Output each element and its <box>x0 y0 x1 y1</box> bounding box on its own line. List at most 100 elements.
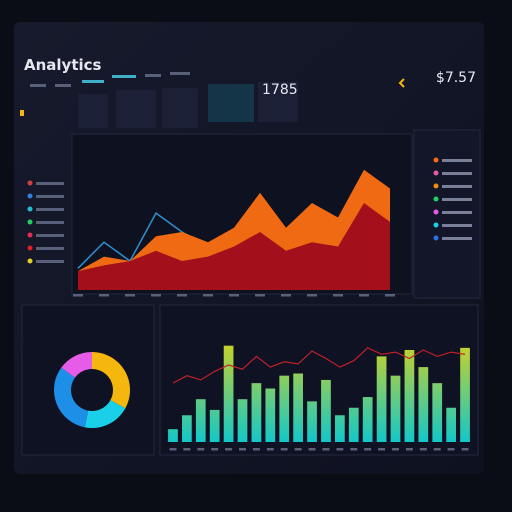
x-tick-placeholder <box>322 448 330 451</box>
area-series <box>78 203 390 290</box>
tab[interactable] <box>145 74 161 77</box>
legend-text <box>442 211 472 214</box>
bar <box>195 399 206 442</box>
sidebar-legend <box>27 180 64 264</box>
bar <box>279 375 290 442</box>
x-tick-placeholder <box>419 448 427 451</box>
donut-segment <box>53 367 89 428</box>
card <box>258 82 298 122</box>
legend-dot <box>433 196 439 202</box>
legend-text <box>36 221 64 224</box>
bar <box>209 409 220 442</box>
x-tick-placeholder <box>99 294 109 297</box>
legend-text <box>36 247 64 250</box>
x-tick-placeholder <box>169 448 177 451</box>
bar <box>251 383 262 442</box>
x-tick-placeholder <box>225 448 233 451</box>
card <box>162 88 198 128</box>
legend-dot <box>27 258 33 264</box>
x-tick-placeholder <box>183 448 191 451</box>
tab[interactable] <box>30 84 46 87</box>
legend-text <box>442 185 472 188</box>
x-tick-placeholder <box>350 448 358 451</box>
x-tick-placeholder <box>151 294 161 297</box>
legend-text <box>442 198 472 201</box>
x-tick-placeholder <box>308 448 316 451</box>
nav-tabs[interactable] <box>30 72 190 87</box>
bar <box>181 415 192 442</box>
legend-text <box>36 260 64 263</box>
bar <box>307 401 317 442</box>
x-tick-placeholder <box>203 294 213 297</box>
bar <box>460 347 470 442</box>
legend-dot <box>433 157 439 163</box>
x-tick-placeholder <box>447 448 455 451</box>
bar <box>265 388 276 442</box>
x-tick-placeholder <box>333 294 343 297</box>
x-tick-placeholder <box>385 294 395 297</box>
x-tick-placeholder <box>281 294 291 297</box>
bar <box>348 407 359 442</box>
legend-text <box>36 182 64 185</box>
back-arrow[interactable] <box>398 78 405 88</box>
x-tick-placeholder <box>125 294 135 297</box>
legend-text <box>36 195 64 198</box>
stat-cards <box>78 82 298 128</box>
x-tick-placeholder <box>280 448 288 451</box>
bar <box>321 379 331 442</box>
x-tick-placeholder <box>211 448 219 451</box>
x-tick-placeholder <box>197 448 205 451</box>
x-tick-placeholder <box>255 294 265 297</box>
legend-dot <box>27 245 33 251</box>
card <box>116 90 156 128</box>
bar <box>362 397 373 442</box>
x-tick-placeholder <box>266 448 274 451</box>
app-title: Analytics <box>24 56 102 74</box>
bar <box>237 399 248 442</box>
tab[interactable] <box>82 80 104 83</box>
x-tick-placeholder <box>364 448 372 451</box>
legend-dot <box>433 209 439 215</box>
x-tick-placeholder <box>392 448 399 451</box>
tab[interactable] <box>170 72 190 75</box>
legend-dot <box>433 183 439 189</box>
x-tick-placeholder <box>229 294 239 297</box>
bar <box>376 356 387 442</box>
tab[interactable] <box>55 84 71 87</box>
legend-dot <box>27 193 33 199</box>
tab[interactable] <box>112 75 136 78</box>
x-tick-placeholder <box>252 448 260 451</box>
right-legend <box>433 157 472 241</box>
legend-text <box>442 172 472 175</box>
x-tick-placeholder <box>336 448 344 451</box>
legend-text <box>36 208 64 211</box>
x-tick-placeholder <box>378 448 386 451</box>
donut-segment <box>84 400 126 429</box>
legend-dot <box>433 222 439 228</box>
legend-dot <box>433 170 439 176</box>
bar <box>293 373 304 442</box>
legend-text <box>442 237 472 240</box>
x-tick-placeholder <box>239 448 246 451</box>
bar <box>418 367 429 442</box>
x-tick-placeholder <box>359 294 369 297</box>
bar <box>432 383 443 442</box>
x-tick-placeholder <box>177 294 187 297</box>
donut-segment <box>92 352 131 409</box>
bar <box>168 429 178 442</box>
donut-panel <box>21 304 155 456</box>
x-tick-placeholder <box>73 294 83 297</box>
x-tick-placeholder <box>461 448 469 451</box>
legend-dot <box>27 206 33 212</box>
trend-line <box>172 347 466 384</box>
x-tick-placeholder <box>307 294 317 297</box>
legend-dot <box>433 235 439 241</box>
stat-value: 1785 <box>262 82 298 98</box>
bar <box>446 407 457 442</box>
card <box>78 94 108 128</box>
bar <box>334 415 345 442</box>
x-tick-placeholder <box>405 448 413 451</box>
legend-text <box>442 159 472 162</box>
